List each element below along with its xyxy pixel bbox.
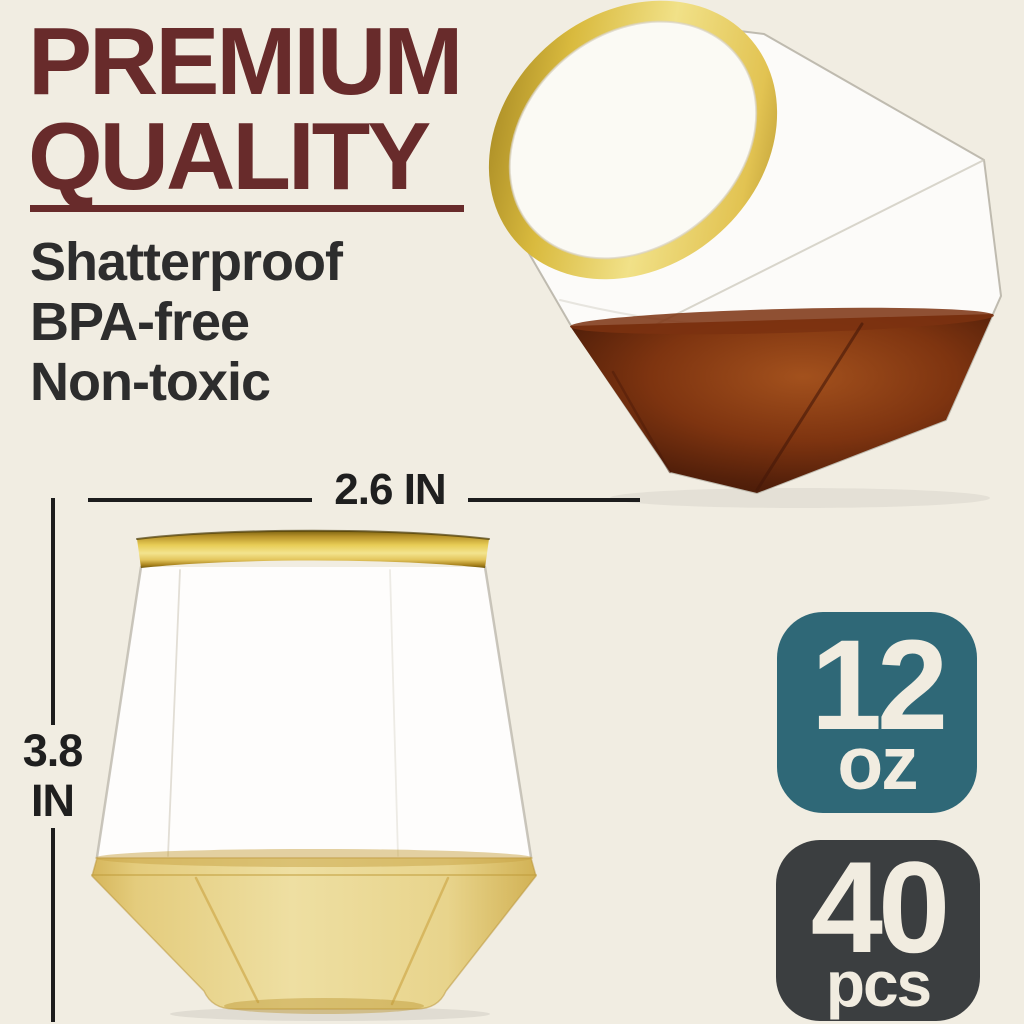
height-dimension-unit: IN: [31, 775, 75, 826]
feature-non-toxic: Non-toxic: [30, 352, 271, 412]
width-dimension-label: 2.6 IN: [334, 465, 446, 514]
capacity-badge: 12 oz: [777, 612, 977, 813]
width-dimension-line-right: [468, 498, 640, 502]
headline-line-2: QUALITY: [28, 103, 431, 210]
height-dimension-label: 3.8 IN: [4, 726, 101, 826]
capacity-badge-unit: oz: [837, 721, 918, 805]
feature-bpa-free: BPA-free: [30, 292, 250, 352]
upright-glass-photo: [91, 529, 537, 1021]
width-dimension-line-left: [88, 498, 312, 502]
count-badge-value: 40: [810, 834, 951, 980]
height-dimension-line-bottom: [51, 828, 55, 1022]
headline-underline: [30, 205, 464, 212]
count-badge-unit: pcs: [825, 948, 932, 1020]
height-dimension-value: 3.8: [22, 725, 84, 776]
headline: PREMIUM QUALITY: [28, 8, 463, 210]
headline-line-1: PREMIUM: [28, 8, 463, 115]
height-dimension-line-top: [51, 498, 55, 725]
capacity-badge-value: 12: [810, 614, 948, 757]
count-badge: 40 pcs: [776, 840, 980, 1021]
feature-list: Shatterproof BPA-free Non-toxic: [30, 232, 343, 412]
tilted-glass-photo: [488, 0, 1002, 508]
feature-shatterproof: Shatterproof: [30, 232, 343, 292]
